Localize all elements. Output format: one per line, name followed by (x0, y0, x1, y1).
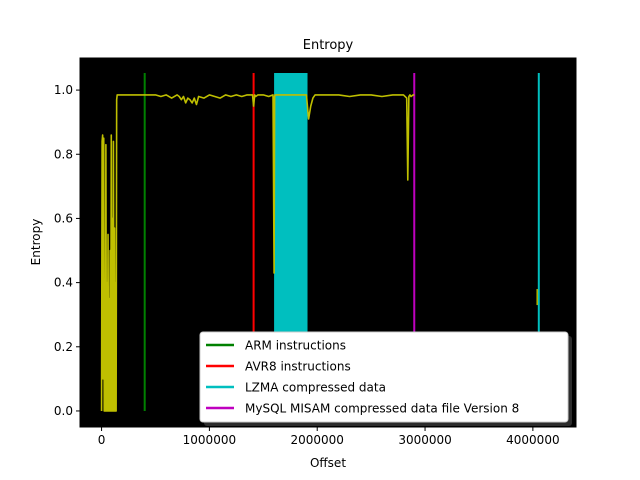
series-layer (100, 94, 538, 412)
y-tick-label: 0.2 (54, 340, 73, 354)
legend-label-2: LZMA compressed data (245, 381, 386, 395)
x-tick-label: 4000000 (506, 433, 559, 447)
legend-label-3: MySQL MISAM compressed data file Version… (245, 402, 519, 416)
y-tick-label: 0.4 (54, 276, 73, 290)
legend: ARM instructions AVR8 instructions LZMA co… (199, 331, 572, 426)
x-tick-label: 1000000 (183, 433, 236, 447)
x-tick-label: 3000000 (398, 433, 451, 447)
legend-label-0: ARM instructions (245, 339, 346, 353)
y-tick-label: 0.6 (54, 211, 73, 225)
y-axis-label: Entropy (29, 219, 43, 266)
legend-label-1: AVR8 instructions (245, 360, 351, 374)
x-axis-label: Offset (310, 456, 346, 470)
entropy-line (100, 94, 415, 412)
y-tick-label: 0.8 (54, 147, 73, 161)
plot-frame (79, 57, 577, 428)
legend-box (199, 331, 569, 423)
chart-title: Entropy (303, 38, 354, 53)
x-tick-label: 0 (98, 433, 106, 447)
y-tick-label: 1.0 (54, 83, 73, 97)
y-axis-ticks: 0.0 0.2 0.4 0.6 0.8 1.0 (54, 83, 80, 418)
x-tick-label: 2000000 (290, 433, 343, 447)
x-axis-ticks: 0 1000000 2000000 3000000 4000000 (98, 427, 560, 447)
y-tick-label: 0.0 (54, 404, 73, 418)
